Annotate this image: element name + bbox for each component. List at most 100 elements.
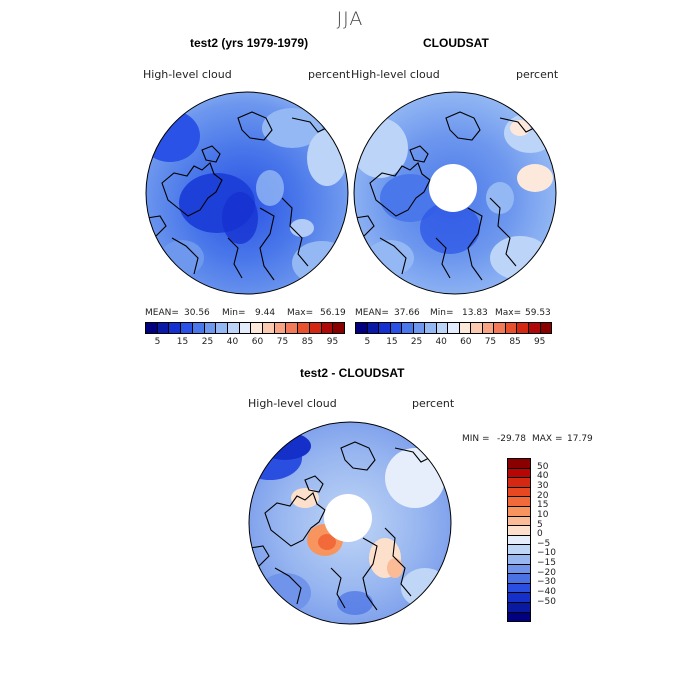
colorbar-swatch <box>251 323 264 333</box>
colorbar-swatch <box>448 323 460 333</box>
colorbar-swatch <box>390 323 403 333</box>
panel-variable-cloudsat: High-level cloud <box>351 68 440 81</box>
colorbar-swatch <box>298 323 310 333</box>
stat-min-label-diff: MIN = <box>462 434 490 444</box>
colorbar-swatch <box>508 487 530 498</box>
colorbar-cloudsat <box>355 322 552 334</box>
colorbar-tick-label: 30 <box>537 480 549 491</box>
colorbar-tick-label: −30 <box>537 577 556 588</box>
colorbar-swatch <box>146 323 158 333</box>
colorbar-swatch <box>459 323 472 333</box>
colorbar-tick-label: 0 <box>537 529 543 540</box>
colorbar-tick-label: −40 <box>537 587 556 598</box>
colorbar-swatch <box>505 323 518 333</box>
colorbar-swatch <box>508 535 530 546</box>
panel-title-model: test2 (yrs 1979-1979) <box>190 36 309 50</box>
colorbar-tick-label: 60 <box>460 337 472 347</box>
colorbar-tick-label: 75 <box>276 337 289 347</box>
colorbar-swatch <box>508 526 530 536</box>
colorbar-swatch <box>528 323 541 333</box>
panel-units-cloudsat: percent <box>516 68 559 81</box>
colorbar-tick-label: 40 <box>537 471 549 482</box>
colorbar-tick-label: 25 <box>410 337 423 347</box>
colorbar-swatch <box>286 323 299 333</box>
colorbar-tick-label: 85 <box>509 337 521 347</box>
colorbar-swatch <box>321 323 334 333</box>
colorbar-swatch <box>204 323 217 333</box>
colorbar-swatch <box>169 323 182 333</box>
panel-variable-diff: High-level cloud <box>248 397 337 410</box>
colorbar-tick-label: 5 <box>364 337 371 347</box>
colorbar-swatch <box>508 459 530 469</box>
colorbar-tick-label: 15 <box>176 337 189 347</box>
polar-map-model <box>145 91 349 295</box>
colorbar-swatch <box>508 574 530 584</box>
stat-mean-value-cloudsat: 37.66 <box>394 308 420 318</box>
colorbar-swatch <box>494 323 506 333</box>
colorbar-tick-label: 40 <box>226 337 239 347</box>
colorbar-swatch <box>356 323 368 333</box>
stat-max-value-model: 56.19 <box>320 308 346 318</box>
colorbar-tick-label: 50 <box>537 461 549 472</box>
colorbar-tick-label: −15 <box>537 558 556 569</box>
polar-data-gap <box>324 494 372 542</box>
colorbar-swatch <box>508 554 530 565</box>
stat-mean-label-cloudsat: MEAN= <box>355 308 389 318</box>
panel-variable-model: High-level cloud <box>143 68 232 81</box>
colorbar-tick-label: 85 <box>301 337 314 347</box>
colorbar-swatch <box>508 583 530 594</box>
panel-title-diff: test2 - CLOUDSAT <box>300 366 405 380</box>
stat-max-value-diff: 17.79 <box>567 434 593 444</box>
colorbar-tick-label: −5 <box>537 538 551 549</box>
colorbar-swatch <box>367 323 380 333</box>
colorbar-swatch <box>333 323 344 333</box>
polar-data-gap <box>429 164 477 212</box>
stat-max-value-cloudsat: 59.53 <box>525 308 551 318</box>
colorbar-swatch <box>227 323 240 333</box>
colorbar-ticks-cloudsat: 5 15 25 40 60 75 85 95 <box>355 337 552 349</box>
colorbar-tick-label: 20 <box>537 490 549 501</box>
colorbar-tick-label: 15 <box>386 337 398 347</box>
colorbar-tick-label: 15 <box>537 500 549 511</box>
colorbar-swatch <box>508 612 530 622</box>
colorbar-swatch <box>508 516 530 527</box>
polar-map-cloudsat <box>353 91 557 295</box>
colorbar-swatch <box>508 468 530 479</box>
colorbar-swatch <box>508 497 530 507</box>
colorbar-tick-label: 60 <box>251 337 264 347</box>
colorbar-tick-label: 40 <box>435 337 447 347</box>
colorbar-tick-label: 5 <box>537 519 543 530</box>
colorbar-swatch <box>508 564 530 575</box>
stat-mean-label-model: MEAN= <box>145 308 179 318</box>
colorbar-swatch <box>482 323 495 333</box>
stat-min-label-model: Min= <box>222 308 246 318</box>
colorbar-swatch <box>192 323 205 333</box>
colorbar-tick-label: −20 <box>537 567 556 578</box>
colorbar-swatch <box>508 593 530 603</box>
colorbar-swatch <box>379 323 391 333</box>
colorbar-tick-label: 25 <box>201 337 214 347</box>
stat-max-label-cloudsat: Max= <box>495 308 522 318</box>
colorbar-swatch <box>425 323 437 333</box>
colorbar-swatch <box>263 323 275 333</box>
colorbar-swatch <box>402 323 414 333</box>
panel-units-model: percent <box>308 68 351 81</box>
colorbar-swatch <box>436 323 449 333</box>
stat-min-value-model: 9.44 <box>255 308 276 318</box>
polar-map-diff <box>248 421 452 625</box>
colorbar-swatch <box>157 323 170 333</box>
panel-title-cloudsat: CLOUDSAT <box>423 36 489 50</box>
colorbar-diff <box>507 458 531 622</box>
colorbar-ticks-model: 5 15 25 40 60 75 85 95 <box>145 337 345 349</box>
stat-min-label-cloudsat: Min= <box>430 308 454 318</box>
stat-mean-value-model: 30.56 <box>184 308 210 318</box>
colorbar-tick-label: 95 <box>533 337 546 347</box>
colorbar-tick-label: 75 <box>484 337 497 347</box>
colorbar-swatch <box>508 602 530 613</box>
season-title: JJA <box>336 8 364 30</box>
colorbar-swatch <box>508 545 530 555</box>
colorbar-tick-label: 95 <box>326 337 339 347</box>
stat-max-label-diff: MAX = <box>532 434 563 444</box>
stat-min-value-diff: -29.78 <box>497 434 527 444</box>
colorbar-swatch <box>181 323 193 333</box>
